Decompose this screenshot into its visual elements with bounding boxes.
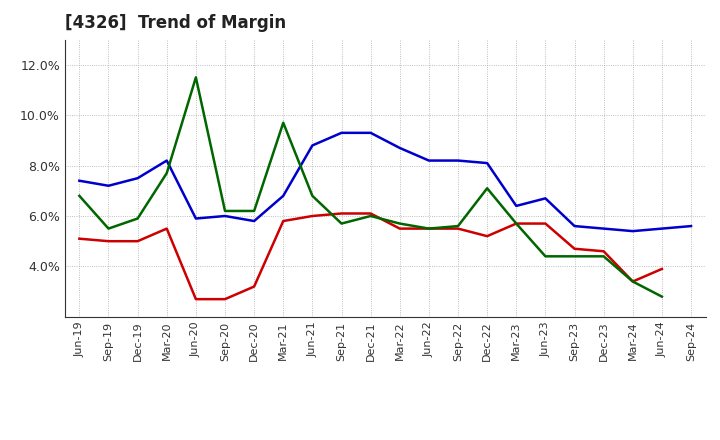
Net Income <box>512 221 521 226</box>
Net Income <box>250 284 258 289</box>
Ordinary Income <box>308 143 317 148</box>
Net Income <box>366 211 375 216</box>
Ordinary Income <box>250 218 258 224</box>
Operating Cashflow <box>512 221 521 226</box>
Operating Cashflow <box>541 254 550 259</box>
Net Income <box>483 234 492 239</box>
Ordinary Income <box>395 145 404 150</box>
Ordinary Income <box>279 193 287 198</box>
Operating Cashflow <box>599 254 608 259</box>
Operating Cashflow <box>425 226 433 231</box>
Ordinary Income <box>570 224 579 229</box>
Ordinary Income <box>687 224 696 229</box>
Operating Cashflow <box>133 216 142 221</box>
Line: Net Income: Net Income <box>79 213 662 299</box>
Ordinary Income <box>541 196 550 201</box>
Ordinary Income <box>133 176 142 181</box>
Net Income <box>220 297 229 302</box>
Ordinary Income <box>220 213 229 219</box>
Operating Cashflow <box>308 193 317 198</box>
Net Income <box>599 249 608 254</box>
Ordinary Income <box>483 161 492 166</box>
Ordinary Income <box>425 158 433 163</box>
Text: [4326]  Trend of Margin: [4326] Trend of Margin <box>65 15 286 33</box>
Operating Cashflow <box>220 208 229 213</box>
Net Income <box>629 279 637 284</box>
Operating Cashflow <box>629 279 637 284</box>
Line: Operating Cashflow: Operating Cashflow <box>79 77 662 297</box>
Ordinary Income <box>75 178 84 183</box>
Ordinary Income <box>512 203 521 209</box>
Net Income <box>395 226 404 231</box>
Operating Cashflow <box>337 221 346 226</box>
Operating Cashflow <box>192 75 200 80</box>
Net Income <box>570 246 579 251</box>
Operating Cashflow <box>366 213 375 219</box>
Net Income <box>541 221 550 226</box>
Operating Cashflow <box>250 208 258 213</box>
Line: Ordinary Income: Ordinary Income <box>79 133 691 231</box>
Net Income <box>104 238 113 244</box>
Ordinary Income <box>657 226 666 231</box>
Operating Cashflow <box>570 254 579 259</box>
Ordinary Income <box>163 158 171 163</box>
Ordinary Income <box>629 228 637 234</box>
Net Income <box>163 226 171 231</box>
Net Income <box>454 226 462 231</box>
Net Income <box>192 297 200 302</box>
Operating Cashflow <box>657 294 666 299</box>
Net Income <box>133 238 142 244</box>
Operating Cashflow <box>104 226 113 231</box>
Net Income <box>279 218 287 224</box>
Net Income <box>75 236 84 241</box>
Net Income <box>425 226 433 231</box>
Ordinary Income <box>104 183 113 188</box>
Operating Cashflow <box>395 221 404 226</box>
Ordinary Income <box>366 130 375 136</box>
Operating Cashflow <box>163 171 171 176</box>
Net Income <box>337 211 346 216</box>
Operating Cashflow <box>75 193 84 198</box>
Operating Cashflow <box>454 224 462 229</box>
Net Income <box>308 213 317 219</box>
Ordinary Income <box>192 216 200 221</box>
Operating Cashflow <box>279 120 287 125</box>
Ordinary Income <box>454 158 462 163</box>
Operating Cashflow <box>483 186 492 191</box>
Net Income <box>657 266 666 271</box>
Ordinary Income <box>599 226 608 231</box>
Ordinary Income <box>337 130 346 136</box>
